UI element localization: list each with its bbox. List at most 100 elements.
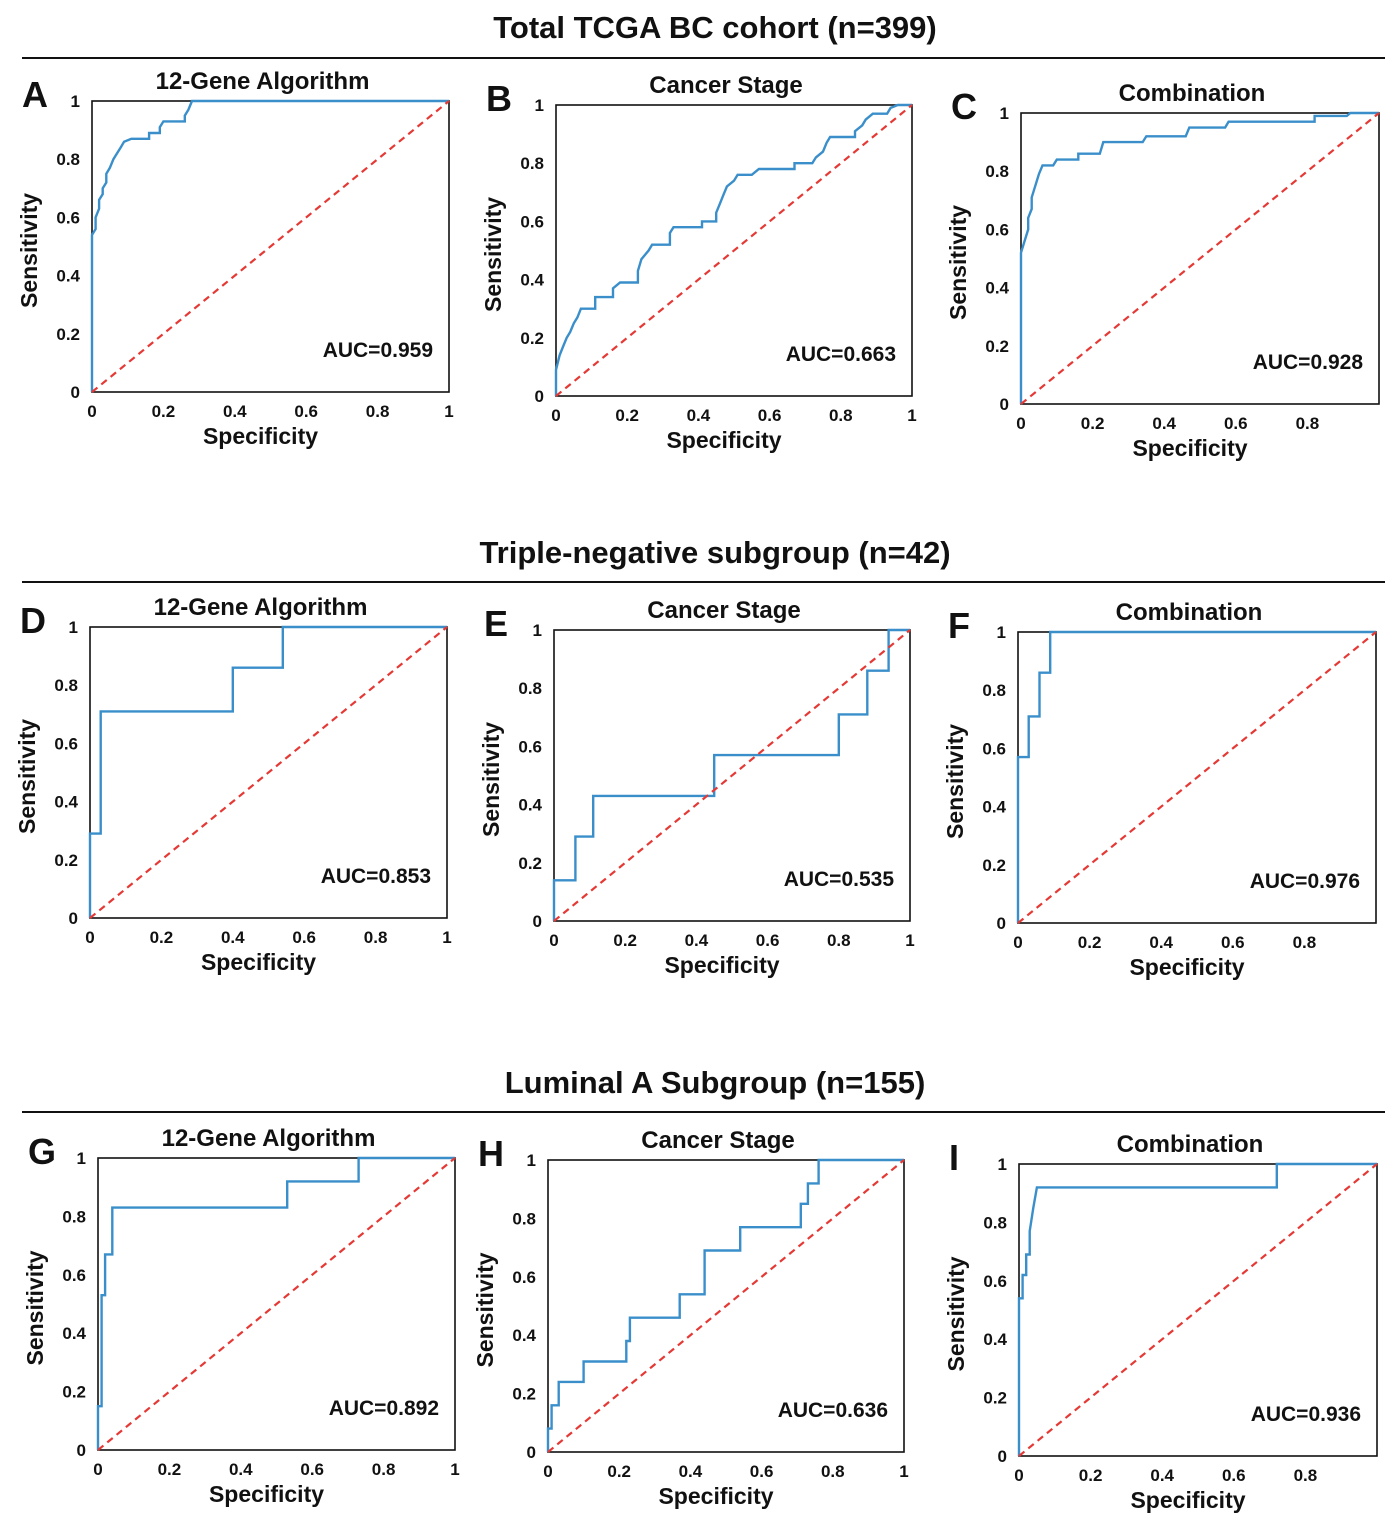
- x-axis-label: Specificity: [1129, 954, 1244, 980]
- x-tick-label: 0.8: [372, 1460, 396, 1479]
- x-tick-label: 0.8: [1293, 933, 1317, 952]
- x-tick-label: 0.4: [685, 931, 709, 950]
- section-title-total: Total TCGA BC cohort (n=399): [493, 10, 937, 45]
- auc-label: AUC=0.636: [778, 1399, 888, 1422]
- roc-panel-a: A 12-Gene Algorithm 0 0.2 0.4 0.6 0.8 1 0 0.2 0.4 0…: [16, 68, 454, 449]
- panel-letter: A: [22, 74, 48, 115]
- y-axis-label: Sensitivity: [472, 1252, 498, 1367]
- x-tick-label: 0.4: [1152, 414, 1176, 433]
- y-tick-label: 0.2: [985, 337, 1009, 356]
- x-tick-label: 0.8: [1296, 414, 1320, 433]
- x-tick-label: 0.2: [615, 406, 639, 425]
- panel-title: 12-Gene Algorithm: [162, 1125, 376, 1152]
- reference-diagonal-line: [555, 104, 913, 397]
- y-tick-label: 0.6: [983, 1272, 1007, 1291]
- roc-curve-line: [554, 103, 912, 396]
- x-tick-label: 1: [907, 406, 916, 425]
- y-tick-label: 0: [535, 387, 544, 406]
- roc-curve-line: [90, 99, 449, 392]
- x-tick-label: 0: [1016, 414, 1025, 433]
- y-tick-label: 0: [71, 383, 80, 402]
- y-tick-label: 0.4: [56, 267, 80, 286]
- roc-curve-line: [1016, 630, 1376, 923]
- x-axis-label: Specificity: [666, 427, 781, 453]
- panel-letter: E: [484, 603, 508, 644]
- roc-curve-line: [1019, 111, 1379, 404]
- panel-letter: H: [478, 1133, 504, 1174]
- x-axis-label: Specificity: [201, 949, 316, 975]
- y-tick-label: 0.4: [985, 279, 1009, 298]
- reference-diagonal-line: [1018, 1163, 1378, 1457]
- y-tick-label: 0.4: [983, 1330, 1007, 1349]
- auc-label: AUC=0.892: [329, 1397, 439, 1420]
- panel-title: Cancer Stage: [641, 1127, 794, 1154]
- y-tick-label: 0.8: [982, 681, 1006, 700]
- panel-title: 12-Gene Algorithm: [156, 68, 370, 95]
- roc-curve-line: [96, 1156, 455, 1450]
- y-tick-label: 0.4: [982, 798, 1006, 817]
- x-tick-label: 0: [87, 402, 96, 421]
- y-tick-label: 0.6: [518, 737, 542, 756]
- roc-curve-line: [88, 625, 447, 918]
- plot-frame: [89, 626, 448, 919]
- roc-panel-e: E Cancer Stage 0 0.2 0.4 0.6 0.8 1 0 0.2 0.4 0.6 0.8…: [478, 597, 915, 978]
- roc-panel-c: C Combination 0 0.2 0.4 0.6 0.8 1 0 0.2 0.4 0.6 0.8 S…: [945, 80, 1380, 461]
- y-tick-label: 0.8: [56, 150, 80, 169]
- y-tick-label: 1: [998, 1155, 1007, 1174]
- panel-letter: C: [951, 86, 977, 127]
- x-tick-label: 0.2: [150, 928, 174, 947]
- y-tick-label: 1: [527, 1151, 536, 1170]
- panel-letter: F: [948, 605, 970, 646]
- panel-letter: G: [28, 1131, 56, 1172]
- reference-diagonal-line: [1017, 631, 1377, 924]
- x-tick-label: 0.4: [1150, 1466, 1174, 1485]
- y-axis-label: Sensitivity: [22, 1250, 48, 1365]
- y-tick-label: 0: [997, 914, 1006, 933]
- y-tick-label: 0.2: [512, 1385, 536, 1404]
- x-tick-label: 0.2: [1078, 933, 1102, 952]
- roc-curve-line: [1017, 1162, 1377, 1456]
- y-tick-label: 0: [533, 912, 542, 931]
- panel-title: Cancer Stage: [647, 597, 800, 624]
- x-tick-label: 0.8: [821, 1462, 845, 1481]
- y-tick-label: 0.2: [520, 329, 544, 348]
- x-tick-label: 0.2: [613, 931, 637, 950]
- x-tick-label: 0.4: [1149, 933, 1173, 952]
- y-tick-label: 0.6: [54, 734, 78, 753]
- roc-panels: A 12-Gene Algorithm 0 0.2 0.4 0.6 0.8 1 0 0.2 0.4 0…: [14, 68, 1380, 1513]
- y-tick-label: 0: [77, 1441, 86, 1460]
- x-tick-label: 1: [442, 928, 451, 947]
- y-tick-label: 0.6: [985, 220, 1009, 239]
- reference-diagonal-line: [1020, 112, 1380, 405]
- y-tick-label: 0: [1000, 395, 1009, 414]
- x-axis-label: Specificity: [1132, 435, 1247, 461]
- y-tick-label: 0.6: [56, 208, 80, 227]
- x-axis-label: Specificity: [209, 1481, 324, 1507]
- y-tick-label: 0.8: [54, 676, 78, 695]
- x-tick-label: 0.4: [223, 402, 247, 421]
- plot-frame: [553, 629, 911, 922]
- x-tick-label: 0.6: [1221, 933, 1245, 952]
- x-axis-label: Specificity: [658, 1483, 773, 1509]
- y-tick-label: 0.6: [982, 739, 1006, 758]
- y-tick-label: 0.8: [62, 1207, 86, 1226]
- y-axis-label: Sensitivity: [945, 205, 971, 320]
- y-tick-label: 1: [71, 92, 80, 111]
- panel-title: Cancer Stage: [649, 72, 802, 99]
- y-axis-label: Sensitivity: [943, 1256, 969, 1371]
- panel-title: 12-Gene Algorithm: [154, 594, 368, 621]
- x-axis-label: Specificity: [664, 952, 779, 978]
- y-tick-label: 0.2: [62, 1383, 86, 1402]
- x-tick-label: 0.8: [829, 406, 853, 425]
- y-tick-label: 0: [998, 1447, 1007, 1466]
- x-tick-label: 0: [549, 931, 558, 950]
- y-tick-label: 0.2: [983, 1389, 1007, 1408]
- roc-panel-d: D 12-Gene Algorithm 0 0.2 0.4 0.6 0.8 1 0 0.2 0.4 0…: [14, 594, 452, 975]
- x-tick-label: 0.6: [756, 931, 780, 950]
- x-tick-label: 0.6: [758, 406, 782, 425]
- y-tick-label: 1: [533, 621, 542, 640]
- roc-panel-h: H Cancer Stage 0 0.2 0.4 0.6 0.8 1 0 0.2 0.4 0.6 0.8…: [472, 1127, 909, 1509]
- y-axis-label: Sensitivity: [942, 724, 968, 839]
- y-tick-label: 0.8: [985, 162, 1009, 181]
